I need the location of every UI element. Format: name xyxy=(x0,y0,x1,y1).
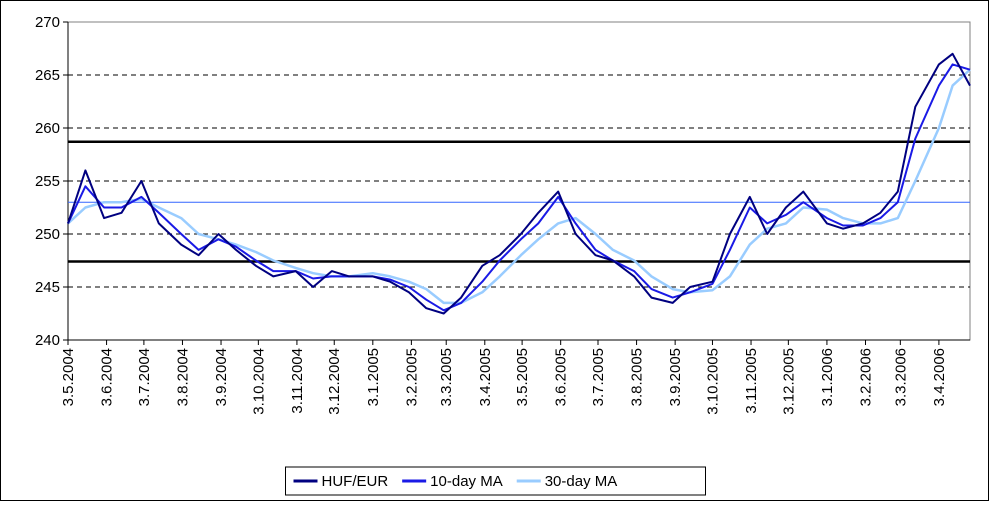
x-tick-label: 3.6.2004 xyxy=(99,348,116,406)
x-tick-label: 3.8.2004 xyxy=(174,348,191,406)
x-tick-label: 3.3.2006 xyxy=(892,348,909,406)
legend-label: 10-day MA xyxy=(430,473,503,490)
x-tick-label: 3.5.2004 xyxy=(60,348,77,406)
y-tick-label: 250 xyxy=(35,226,60,243)
x-tick-label: 3.1.2005 xyxy=(365,348,382,406)
legend-label: HUF/EUR xyxy=(322,473,389,490)
y-tick-label: 240 xyxy=(35,332,60,349)
y-tick-label: 270 xyxy=(35,14,60,31)
legend-box xyxy=(285,466,706,496)
x-tick-label: 3.4.2005 xyxy=(477,348,494,406)
x-tick-label: 3.4.2006 xyxy=(931,348,948,406)
x-tick-label: 3.1.2006 xyxy=(819,348,836,406)
x-tick-label: 3.6.2005 xyxy=(553,348,570,406)
x-tick-label: 3.12.2005 xyxy=(780,348,797,415)
x-tick-label: 3.2.2006 xyxy=(857,348,874,406)
x-tick-label: 3.10.2004 xyxy=(250,348,267,415)
series-line xyxy=(67,63,971,312)
series-line xyxy=(67,52,971,315)
x-tick-label: 3.10.2005 xyxy=(704,348,721,415)
x-tick-label: 3.5.2005 xyxy=(514,348,531,406)
y-tick-label: 265 xyxy=(35,67,60,84)
x-tick-label: 3.7.2004 xyxy=(136,348,153,406)
legend-label: 30-day MA xyxy=(545,473,618,490)
x-tick-label: 3.7.2005 xyxy=(590,348,607,406)
y-tick-label: 255 xyxy=(35,173,60,190)
x-tick-label: 3.12.2004 xyxy=(326,348,343,415)
x-tick-label: 3.9.2004 xyxy=(213,348,230,406)
x-tick-label: 3.9.2005 xyxy=(667,348,684,406)
x-tick-label: 3.3.2005 xyxy=(438,348,455,406)
x-tick-label: 3.11.2004 xyxy=(289,348,306,414)
x-tick-label: 3.11.2005 xyxy=(743,348,760,414)
x-tick-label: 3.8.2005 xyxy=(629,348,646,406)
x-tick-label: 3.2.2005 xyxy=(403,348,420,406)
y-tick-label: 260 xyxy=(35,120,60,137)
y-tick-label: 245 xyxy=(35,279,60,296)
